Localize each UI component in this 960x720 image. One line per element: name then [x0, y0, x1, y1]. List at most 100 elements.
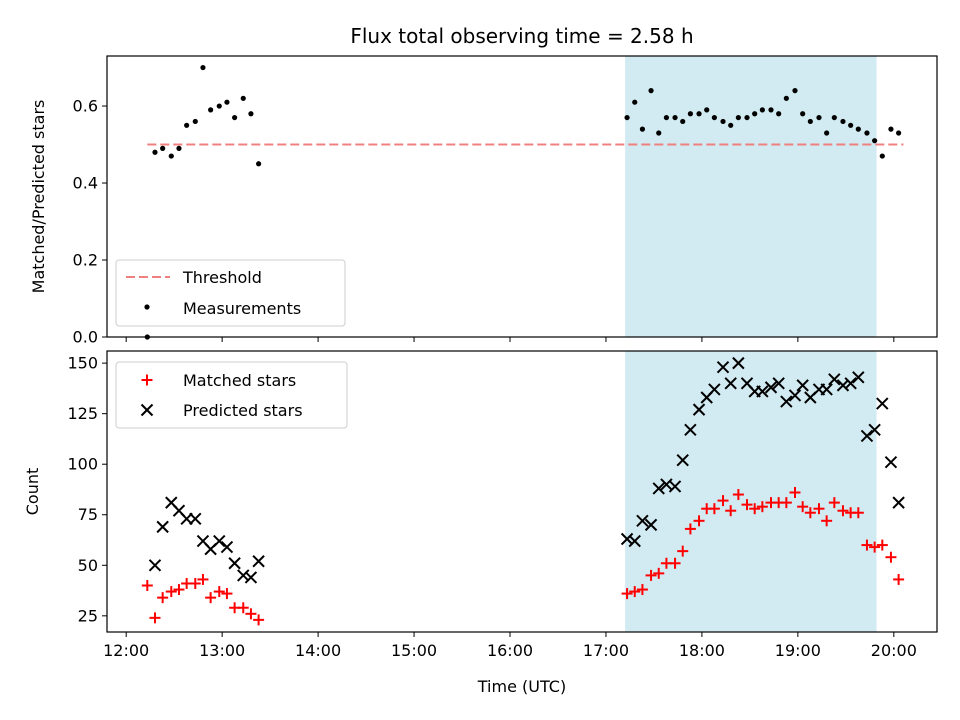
predicted-star-point: [252, 555, 265, 568]
matched-star-point: [732, 489, 744, 501]
measurement-point: [735, 114, 741, 121]
measurement-point: [879, 153, 885, 159]
measurement-point: [216, 103, 222, 109]
predicted-star-point: [676, 453, 689, 467]
predicted-star-point: [796, 379, 809, 392]
y-tick-label: 0.0: [73, 328, 98, 347]
measurement-point: [768, 107, 774, 113]
x-b: [244, 571, 258, 584]
x-b: [692, 403, 706, 416]
x-tick-label: 20:00: [871, 641, 917, 660]
predicted-star-point: [820, 383, 833, 396]
measurement-point: [200, 64, 206, 71]
predicted-star-point: [772, 377, 785, 390]
predicted-stars-points: [148, 356, 905, 584]
predicted-star-point: [780, 395, 793, 408]
measurement-point: [192, 118, 198, 125]
measurement-point: [720, 118, 726, 125]
predicted-star-point: [732, 356, 745, 370]
matched-star-point: [876, 539, 888, 551]
measurement-point: [232, 114, 238, 121]
matched-star-point: [861, 539, 873, 551]
measurement-point: [208, 107, 214, 113]
x-b: [652, 482, 665, 495]
matched-star-point: [237, 602, 249, 614]
matched-star-point: [213, 586, 225, 598]
x-b: [892, 496, 905, 509]
legend-matched-label: Matched stars: [183, 371, 296, 390]
predicted-star-point: [148, 559, 162, 572]
matched-star-point: [205, 592, 217, 604]
y-tick-label: 75: [78, 505, 98, 524]
x-b: [628, 534, 641, 548]
matched-star-point: [852, 507, 864, 519]
matched-star-point: [725, 505, 737, 517]
matched-star-point: [893, 573, 905, 585]
predicted-star-point: [836, 379, 850, 392]
x-b: [636, 514, 649, 528]
y-tick-label: 0.4: [73, 174, 98, 193]
x-tick-label: 14:00: [295, 641, 341, 660]
matched-star-point: [165, 586, 177, 598]
count-panel: 25 50 75 100 125 150 12:00 13:00 14:00 15:00 16:0…: [23, 350, 938, 696]
x-b: [772, 377, 785, 390]
measurement-point: [711, 114, 717, 121]
observing-window-span-bottom: [625, 351, 877, 632]
measurement-point: [663, 114, 670, 121]
x-b: [764, 381, 778, 394]
measurement-point: [160, 145, 166, 151]
matched-star-point: [149, 612, 161, 624]
predicted-star-point: [828, 373, 841, 386]
predicted-star-point: [220, 540, 234, 554]
x-tick-label: 16:00: [487, 641, 533, 660]
matched-star-point: [708, 503, 720, 515]
legend-measurement-swatch: [144, 304, 150, 310]
ratio-y-axis: 0.0 0.2 0.4 0.6: [73, 97, 107, 347]
predicted-star-point: [156, 520, 169, 534]
matched-stars-points: [141, 487, 905, 626]
legend-measurements-label: Measurements: [183, 299, 301, 318]
measurement-point: [888, 126, 894, 132]
x-b: [252, 555, 265, 568]
legend-predicted-swatch: [140, 403, 154, 417]
x-tick-label: 12:00: [103, 641, 149, 660]
measurement-point: [704, 107, 710, 113]
count-y-axis-label: Count: [23, 468, 42, 516]
x-tick-label: 17:00: [583, 641, 629, 660]
predicted-star-point: [844, 377, 857, 390]
matched-star-point: [693, 515, 705, 527]
y-tick-label: 0.6: [73, 97, 98, 116]
matched-star-point: [629, 586, 641, 598]
measurement-point: [864, 130, 870, 136]
ratio-panel-frame: [106, 55, 938, 338]
matched-star-point: [885, 551, 897, 563]
y-tick-label: 150: [67, 354, 98, 373]
matched-star-point: [645, 569, 657, 581]
matched-star-point: [653, 567, 665, 579]
x-b: [884, 455, 898, 469]
predicted-star-point: [876, 397, 889, 410]
measurement-point: [696, 111, 702, 117]
predicted-star-point: [756, 385, 769, 398]
measurement-point: [680, 118, 686, 125]
legend-predicted-label: Predicted stars: [183, 401, 303, 420]
x-b: [796, 379, 809, 392]
measurement-point: [848, 122, 854, 128]
matched-star-point: [749, 503, 761, 515]
x-b: [708, 383, 721, 396]
matched-star-point: [837, 505, 849, 517]
x-b: [165, 496, 178, 509]
x-b: [860, 429, 874, 443]
measurement-point: [872, 138, 878, 144]
measurement-point: [639, 126, 646, 132]
matched-star-point: [756, 501, 768, 513]
x-b: [220, 540, 234, 554]
matched-star-point: [789, 487, 801, 499]
measurement-point: [184, 122, 190, 128]
legend-plus-marker: [141, 374, 153, 386]
matched-star-point: [157, 592, 169, 604]
predicted-star-point: [716, 360, 730, 374]
x-b: [740, 377, 754, 390]
predicted-star-point: [228, 557, 241, 570]
matched-star-point: [780, 497, 792, 509]
